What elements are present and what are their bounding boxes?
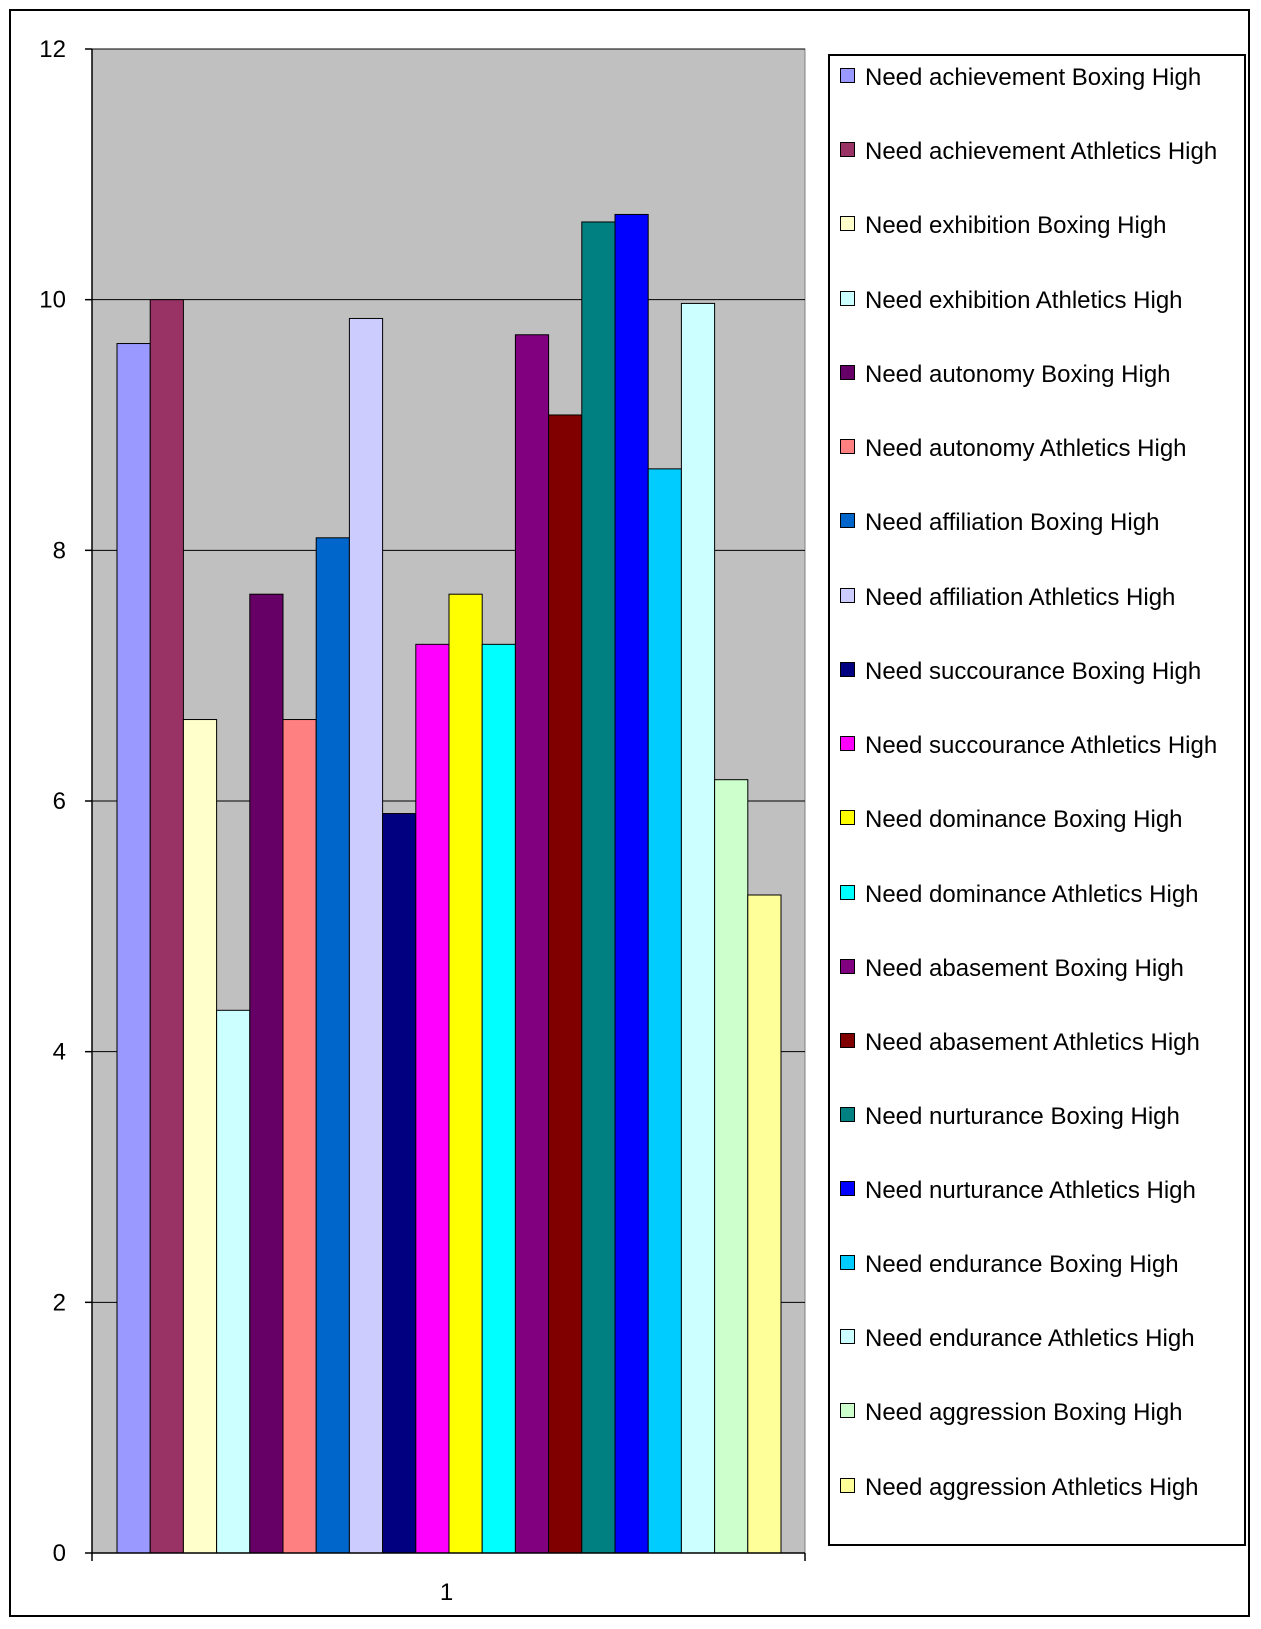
- bar: [382, 813, 417, 1554]
- legend-swatch: [840, 439, 855, 454]
- bar: [216, 1009, 251, 1554]
- legend-label: Need dominance Boxing High: [865, 806, 1183, 833]
- legend-swatch: [840, 1403, 855, 1418]
- legend-item: Need affiliation Athletics High: [840, 581, 1240, 614]
- legend-swatch: [840, 1181, 855, 1196]
- bar: [614, 213, 649, 1554]
- bar: [116, 343, 151, 1554]
- y-tick-label: 4: [53, 1039, 66, 1066]
- legend-swatch: [840, 216, 855, 231]
- legend-label: Need achievement Boxing High: [865, 64, 1202, 91]
- y-tick-label: 8: [53, 537, 66, 564]
- legend-item: Need endurance Athletics High: [840, 1322, 1240, 1355]
- legend-item: Need exhibition Boxing High: [840, 209, 1240, 242]
- legend-label: Need aggression Boxing High: [865, 1399, 1183, 1426]
- y-tick-label: 10: [39, 287, 66, 314]
- legend-item: Need achievement Athletics High: [840, 135, 1240, 168]
- legend-item: Need nurturance Boxing High: [840, 1100, 1240, 1133]
- bar: [548, 414, 583, 1554]
- legend-swatch: [840, 1033, 855, 1048]
- bar: [514, 334, 550, 1554]
- y-tick-label: 0: [53, 1540, 66, 1567]
- x-tick-label: 1: [440, 1579, 453, 1606]
- legend-label: Need exhibition Boxing High: [865, 212, 1167, 239]
- legend-item: Need aggression Boxing High: [840, 1396, 1240, 1429]
- plot-area: 0 2 4 6 8 10 12 1: [39, 36, 806, 1606]
- bar: [249, 593, 284, 1554]
- y-tick-label: 12: [39, 36, 66, 63]
- legend-swatch: [840, 1329, 855, 1344]
- legend-label: Need exhibition Athletics High: [865, 287, 1183, 314]
- legend-swatch: [840, 1478, 855, 1493]
- legend-label: Need succourance Boxing High: [865, 658, 1202, 685]
- legend-swatch: [840, 810, 855, 825]
- legend-swatch: [840, 513, 855, 528]
- legend-item: Need exhibition Athletics High: [840, 284, 1240, 317]
- bar: [149, 299, 184, 1554]
- legend-label: Need endurance Boxing High: [865, 1251, 1179, 1278]
- legend-item: Need abasement Athletics High: [840, 1026, 1240, 1059]
- bar: [282, 719, 317, 1554]
- legend-item: Need dominance Athletics High: [840, 878, 1240, 911]
- bar: [182, 719, 218, 1554]
- y-tick-label: 2: [53, 1289, 66, 1316]
- legend-label: Need nurturance Boxing High: [865, 1103, 1180, 1130]
- bar: [348, 317, 384, 1554]
- legend-label: Need autonomy Athletics High: [865, 435, 1187, 462]
- legend-label: Need abasement Boxing High: [865, 955, 1184, 982]
- legend-label: Need affiliation Athletics High: [865, 584, 1176, 611]
- bar: [481, 643, 516, 1554]
- bar: [714, 779, 749, 1554]
- bar: [680, 302, 716, 1554]
- legend-item: Need aggression Athletics High: [840, 1471, 1240, 1504]
- legend-swatch: [840, 1107, 855, 1122]
- bar: [747, 894, 782, 1554]
- legend-item: Need nurturance Athletics High: [840, 1174, 1240, 1207]
- legend-item: Need abasement Boxing High: [840, 952, 1240, 985]
- legend-swatch: [840, 959, 855, 974]
- legend-label: Need autonomy Boxing High: [865, 361, 1171, 388]
- legend-swatch: [840, 1255, 855, 1270]
- bar: [315, 537, 350, 1554]
- legend-item: Need dominance Boxing High: [840, 803, 1240, 836]
- legend-label: Need achievement Athletics High: [865, 138, 1218, 165]
- legend-label: Need endurance Athletics High: [865, 1325, 1195, 1352]
- legend-label: Need nurturance Athletics High: [865, 1177, 1196, 1204]
- legend-swatch: [840, 588, 855, 603]
- legend-swatch: [840, 736, 855, 751]
- legend-swatch: [840, 142, 855, 157]
- legend-label: Need succourance Athletics High: [865, 732, 1218, 759]
- legend-item: Need autonomy Boxing High: [840, 358, 1240, 391]
- legend-swatch: [840, 68, 855, 83]
- legend-swatch: [840, 885, 855, 900]
- legend-item: Need endurance Boxing High: [840, 1248, 1240, 1281]
- legend-item: Need succourance Athletics High: [840, 729, 1240, 762]
- legend-item: Need succourance Boxing High: [840, 655, 1240, 688]
- legend-label: Need affiliation Boxing High: [865, 509, 1160, 536]
- legend-label: Need abasement Athletics High: [865, 1029, 1200, 1056]
- bar: [581, 221, 616, 1554]
- legend-item: Need autonomy Athletics High: [840, 432, 1240, 465]
- legend-label: Need aggression Athletics High: [865, 1474, 1199, 1501]
- legend-item: Need affiliation Boxing High: [840, 506, 1240, 539]
- legend: Need achievement Boxing High Need achieve…: [828, 54, 1246, 1546]
- bar: [448, 593, 483, 1554]
- legend-swatch: [840, 662, 855, 677]
- bar: [415, 643, 450, 1554]
- legend-swatch: [840, 291, 855, 306]
- legend-swatch: [840, 365, 855, 380]
- legend-item: Need achievement Boxing High: [840, 61, 1240, 94]
- bar: [647, 468, 682, 1554]
- y-tick-label: 6: [53, 788, 66, 815]
- legend-label: Need dominance Athletics High: [865, 881, 1199, 908]
